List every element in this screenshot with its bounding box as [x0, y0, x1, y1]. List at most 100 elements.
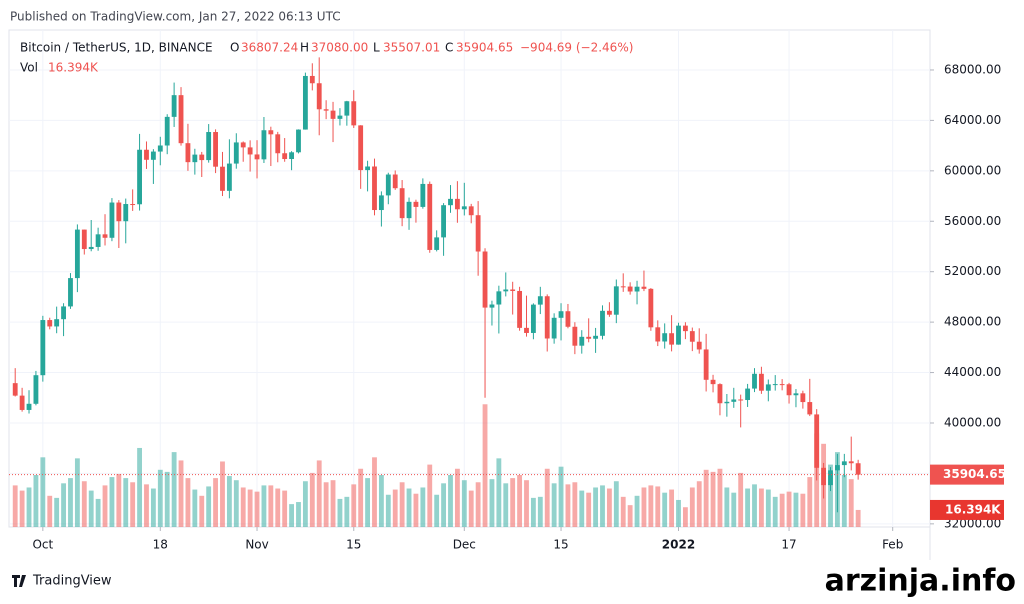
- candle-body: [102, 234, 108, 238]
- volume-bar: [586, 492, 592, 527]
- volume-bar: [309, 472, 315, 527]
- volume-bar: [800, 493, 806, 527]
- candle-body: [821, 467, 827, 486]
- candle-body: [109, 202, 115, 238]
- candle-body: [95, 234, 101, 247]
- candle-body: [206, 132, 212, 161]
- candle-body: [254, 154, 260, 160]
- candle-body: [537, 296, 543, 305]
- volume-bar: [109, 477, 115, 527]
- volume-bar: [74, 458, 80, 527]
- legend-volume: 16.394K: [48, 61, 99, 75]
- y-tick-label: 40000.00: [944, 415, 1001, 429]
- candle-body: [268, 130, 274, 135]
- y-tick-label: 56000.00: [944, 214, 1001, 228]
- last-volume-label: 16.394K: [945, 502, 1001, 516]
- candle-body: [724, 401, 730, 404]
- volume-bar: [689, 487, 695, 527]
- candle-body: [565, 311, 571, 327]
- volume-bar: [565, 484, 571, 527]
- candle-body: [758, 373, 764, 391]
- volume-bar: [392, 489, 398, 527]
- candle-body: [378, 195, 384, 211]
- volume-bar: [150, 488, 156, 527]
- volume-bar: [19, 490, 25, 527]
- candle-body: [606, 310, 612, 315]
- candle-body: [572, 326, 578, 346]
- candle-body: [710, 379, 716, 385]
- candle-body: [61, 306, 66, 320]
- candle-body: [669, 333, 675, 345]
- candle-body: [351, 101, 357, 126]
- x-tick-label: Oct: [32, 538, 53, 552]
- volume-bar: [351, 484, 357, 527]
- volume-bar: [289, 504, 294, 527]
- candle-body: [828, 470, 833, 486]
- volume-bars: [12, 404, 861, 527]
- x-tick-label: Dec: [453, 538, 476, 552]
- candle-body: [199, 154, 205, 161]
- volume-bar: [772, 496, 778, 527]
- candle-body: [434, 237, 440, 250]
- volume-bar: [199, 495, 205, 527]
- volume-bar: [268, 485, 274, 527]
- candle-body: [454, 198, 460, 210]
- volume-bar: [731, 492, 737, 527]
- volume-bar: [600, 485, 605, 527]
- candle-body: [689, 331, 695, 342]
- candle-body: [330, 110, 336, 119]
- candle-body: [323, 109, 329, 111]
- candle-body: [593, 335, 599, 339]
- volume-bar: [468, 490, 474, 527]
- volume-bar: [40, 457, 46, 527]
- brand-name: TradingView: [32, 574, 112, 589]
- volume-bar: [330, 480, 336, 527]
- volume-bar: [178, 460, 184, 527]
- volume-bar: [551, 483, 557, 527]
- candle-body: [662, 333, 668, 342]
- y-tick-label: 64000.00: [944, 113, 1001, 127]
- volume-bar: [807, 477, 813, 527]
- volume-bar: [848, 479, 854, 527]
- candle-body: [848, 461, 854, 464]
- candle-body: [309, 75, 315, 84]
- last-price-label: 35904.65: [943, 467, 1006, 481]
- candle-body: [420, 183, 426, 207]
- volume-bar: [793, 492, 799, 527]
- volume-bar: [406, 488, 412, 527]
- volume-bar: [454, 468, 460, 527]
- candle-body: [855, 463, 861, 475]
- candle-body: [613, 286, 619, 315]
- y-tick-label: 60000.00: [944, 163, 1001, 177]
- candle-body: [682, 325, 688, 332]
- volume-bar: [482, 404, 488, 527]
- volume-bar: [316, 460, 322, 527]
- x-tick-label: Feb: [882, 538, 903, 552]
- volume-bar: [157, 469, 163, 527]
- candle-body: [213, 132, 218, 167]
- volume-bar: [296, 502, 301, 527]
- candle-body: [461, 206, 467, 210]
- candle-body: [12, 383, 18, 396]
- volume-bar: [372, 457, 377, 527]
- candle-body: [544, 296, 550, 339]
- candle-body: [814, 414, 820, 468]
- volume-bar: [61, 483, 66, 527]
- candle-body: [302, 75, 308, 130]
- x-tick-label: 15: [553, 538, 568, 552]
- volume-bar: [68, 478, 73, 527]
- volume-bar: [724, 487, 730, 527]
- candle-body: [40, 320, 46, 376]
- candle-body: [289, 152, 294, 160]
- last-volume-box: [930, 499, 1004, 520]
- brand: TradingView: [12, 574, 112, 589]
- volume-bar: [475, 482, 481, 527]
- brand-logo: [12, 575, 26, 587]
- legend: Bitcoin / TetherUS, 1D, BINANCE O 36807.…: [20, 41, 633, 75]
- grid: [9, 30, 930, 527]
- candle-body: [68, 278, 73, 307]
- candle-body: [800, 393, 806, 403]
- x-tick-label: 18: [153, 538, 168, 552]
- candle-body: [261, 130, 267, 160]
- volume-bar: [537, 496, 543, 527]
